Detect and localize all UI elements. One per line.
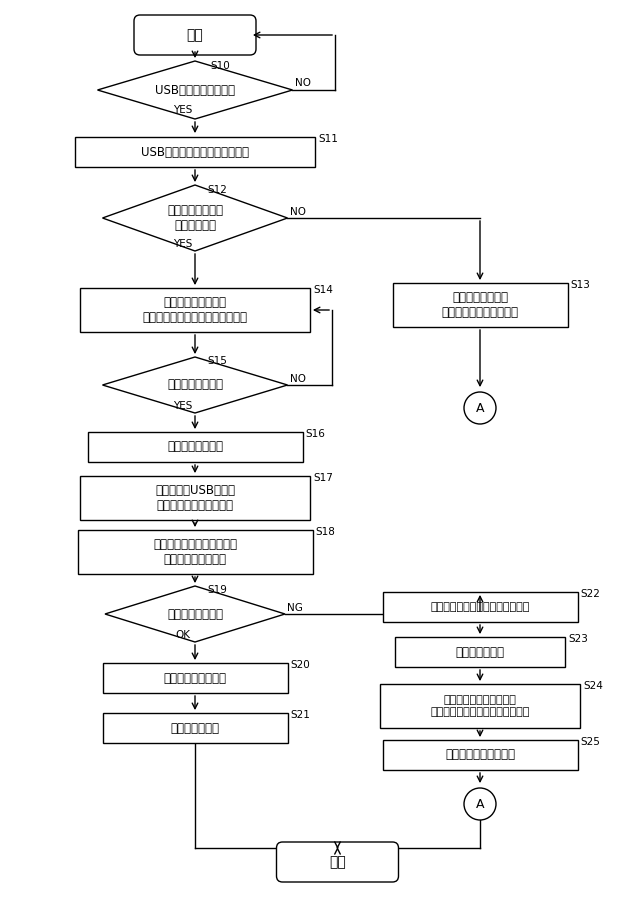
Text: NO: NO — [290, 374, 306, 384]
Text: 終了: 終了 — [329, 855, 346, 869]
Circle shape — [464, 392, 496, 424]
Text: S17: S17 — [313, 473, 333, 483]
Circle shape — [464, 788, 496, 820]
Text: S11: S11 — [318, 134, 338, 144]
FancyBboxPatch shape — [134, 15, 256, 55]
Text: ファイルを転送: ファイルを転送 — [170, 722, 220, 735]
Text: S25: S25 — [580, 737, 600, 747]
Text: USBデバイス接続か？: USBデバイス接続か？ — [155, 84, 235, 96]
Text: ファイルをデバイス側領域
及び管理端末へ転送: ファイルをデバイス側領域 及び管理端末へ転送 — [153, 538, 237, 566]
Text: S24: S24 — [583, 681, 603, 691]
Text: 予め決めておいた
デバイスか？: 予め決めておいた デバイスか？ — [167, 204, 223, 232]
Text: YES: YES — [173, 105, 193, 115]
Text: 第１コネクタ部及び
第２コネクタ部と制御部とを接続: 第１コネクタ部及び 第２コネクタ部と制御部とを接続 — [143, 296, 248, 324]
Text: YES: YES — [173, 401, 193, 411]
Text: 第１コネクタ部と
第２コネクタ部とを直結: 第１コネクタ部と 第２コネクタ部とを直結 — [442, 291, 518, 319]
Text: ファイルコピー命令: ファイルコピー命令 — [163, 672, 227, 685]
Text: S21: S21 — [290, 710, 310, 720]
FancyBboxPatch shape — [75, 137, 315, 167]
FancyBboxPatch shape — [276, 842, 399, 882]
FancyBboxPatch shape — [102, 663, 287, 693]
Text: A: A — [476, 797, 484, 811]
Text: NO: NO — [295, 78, 311, 88]
Text: A: A — [476, 401, 484, 414]
Text: ホストコントローラへエラー応答: ホストコントローラへエラー応答 — [430, 602, 530, 612]
FancyBboxPatch shape — [392, 283, 568, 327]
FancyBboxPatch shape — [80, 288, 310, 332]
Text: ファイルを破棄: ファイルを破棄 — [456, 646, 504, 658]
Text: 使用者に音、光で通知: 使用者に音、光で通知 — [445, 748, 515, 762]
Text: S23: S23 — [568, 634, 588, 644]
Text: 読取り命令受信？: 読取り命令受信？ — [167, 379, 223, 391]
Polygon shape — [102, 357, 287, 413]
FancyBboxPatch shape — [395, 637, 565, 667]
Polygon shape — [102, 185, 287, 251]
Text: S16: S16 — [305, 429, 325, 439]
FancyBboxPatch shape — [383, 592, 577, 622]
Text: 読取り命令を転送: 読取り命令を転送 — [167, 440, 223, 453]
FancyBboxPatch shape — [80, 476, 310, 520]
Text: S15: S15 — [207, 356, 227, 366]
FancyBboxPatch shape — [77, 530, 312, 574]
Text: S14: S14 — [313, 285, 333, 295]
FancyBboxPatch shape — [102, 713, 287, 743]
Text: S12: S12 — [207, 185, 227, 195]
Text: S13: S13 — [570, 280, 590, 290]
Text: 第１コネクタ部及び第２
コネクタ部と制御部との接続切断: 第１コネクタ部及び第２ コネクタ部と制御部との接続切断 — [430, 696, 530, 716]
Text: USBデバイスの種別を読み取る: USBデバイスの種別を読み取る — [141, 145, 249, 159]
Polygon shape — [105, 586, 285, 642]
Text: S22: S22 — [580, 589, 600, 599]
Text: NG: NG — [287, 603, 303, 613]
Text: ファイルをUSB大容量
ストレージから読み取る: ファイルをUSB大容量 ストレージから読み取る — [155, 484, 235, 512]
Text: NO: NO — [290, 207, 306, 217]
Text: S19: S19 — [207, 585, 227, 595]
Text: チェック結果は？: チェック結果は？ — [167, 607, 223, 620]
Text: YES: YES — [173, 239, 193, 249]
FancyBboxPatch shape — [383, 740, 577, 770]
Text: S18: S18 — [315, 527, 335, 537]
Text: S20: S20 — [290, 660, 310, 670]
FancyBboxPatch shape — [380, 684, 580, 728]
FancyBboxPatch shape — [88, 432, 303, 462]
Polygon shape — [97, 61, 292, 119]
Text: S10: S10 — [210, 61, 230, 71]
Text: 開始: 開始 — [187, 28, 204, 42]
Text: OK: OK — [175, 630, 191, 640]
